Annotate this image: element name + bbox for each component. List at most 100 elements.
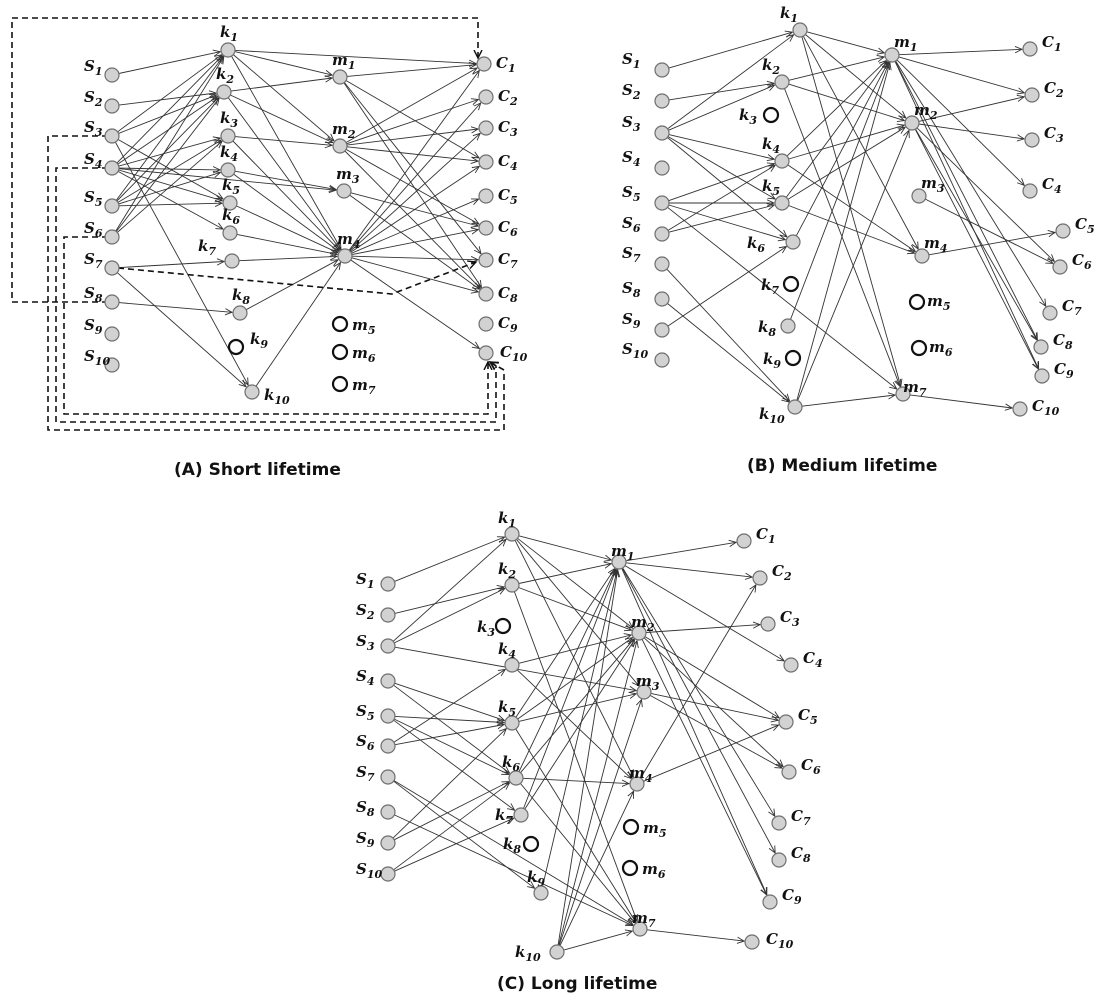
panel-b-node-k4 bbox=[774, 153, 790, 169]
label-symbol: C bbox=[498, 152, 510, 170]
panel-a-label-s2: S2 bbox=[84, 88, 103, 109]
label-symbol: S bbox=[622, 279, 633, 297]
panel-a-edge-m4-to-c3 bbox=[349, 133, 480, 252]
panel-c-node-s9 bbox=[380, 835, 396, 851]
panel-a-label-c9: C9 bbox=[498, 314, 518, 335]
dashed-route-s8-to-c1 bbox=[11, 17, 478, 303]
label-symbol: S bbox=[356, 829, 367, 847]
label-symbol: C bbox=[772, 562, 784, 580]
panel-a-edge-k1-to-c1 bbox=[234, 49, 476, 63]
label-symbol: C bbox=[1042, 175, 1054, 193]
panel-c-node-c1 bbox=[736, 533, 752, 549]
panel-b-label-s6: S6 bbox=[622, 214, 641, 235]
label-symbol: k bbox=[739, 106, 749, 124]
panel-a-nodes: S1S2S3S4S5S6S7S8S9S10k1k2k3k4k5k6k7k8k9k… bbox=[84, 23, 528, 407]
panel-a-edge-m2-to-c8 bbox=[344, 150, 481, 288]
panel-a-node-m1 bbox=[332, 69, 348, 85]
label-subscript: 10 bbox=[274, 394, 290, 407]
panel-a-node-k10 bbox=[244, 384, 260, 400]
label-symbol: m bbox=[631, 613, 647, 631]
panel-a-label-s5: S5 bbox=[84, 188, 103, 209]
panel-b-node-k5 bbox=[774, 195, 790, 211]
panel-c-edge-s1-to-k1 bbox=[394, 537, 505, 582]
panel-c-node-m3 bbox=[636, 684, 652, 700]
panel-b-node-c1 bbox=[1022, 41, 1038, 57]
panel-b-edge-s5-to-k6 bbox=[668, 204, 786, 240]
panel-b-node-m1 bbox=[884, 47, 900, 63]
label-subscript: 2 bbox=[509, 95, 518, 108]
panel-a-edge-s7-to-k10 bbox=[116, 272, 246, 387]
panel-a-label-s10: S10 bbox=[84, 347, 110, 368]
label-symbol: C bbox=[498, 250, 510, 268]
panel-c-node-m6 bbox=[621, 859, 639, 877]
panel-b-edge-s5-to-m7 bbox=[667, 206, 897, 389]
panel-c-label-m6: m6 bbox=[642, 860, 666, 881]
panel-c-label-k10: k10 bbox=[515, 943, 541, 964]
panel-a-edge-s4-to-k2 bbox=[117, 97, 218, 165]
panel-b-node-m3 bbox=[911, 188, 927, 204]
panel-c-node-s4 bbox=[380, 673, 396, 689]
label-subscript: 3 bbox=[95, 126, 103, 139]
label-subscript: 2 bbox=[225, 73, 234, 86]
panel-a-edge-s6-to-k3 bbox=[117, 141, 222, 233]
panel-b-edge-k4-to-m1 bbox=[786, 61, 886, 157]
panel-c-node-k8 bbox=[522, 835, 540, 853]
panel-c-edge-k6-to-m1 bbox=[518, 569, 616, 772]
label-subscript: 6 bbox=[945, 346, 953, 359]
panel-c-caption: (C) Long lifetime bbox=[497, 974, 657, 994]
panel-a-label-c5: C5 bbox=[498, 186, 518, 207]
panel-a-edge-m1-to-c4 bbox=[345, 80, 479, 159]
panel-b-label-c3: C3 bbox=[1044, 124, 1064, 145]
panel-b-label-k2: k2 bbox=[762, 56, 780, 77]
panel-c-label-c2: C2 bbox=[772, 562, 792, 583]
panel-a-node-c7 bbox=[478, 252, 494, 268]
panel-c-edge-m1-to-c1 bbox=[625, 542, 736, 562]
panel-c-edge-m2-to-c6 bbox=[643, 637, 783, 767]
label-subscript: 5 bbox=[508, 706, 516, 719]
panel-c-node-s10 bbox=[380, 866, 396, 882]
label-subscript: 6 bbox=[633, 222, 641, 235]
label-symbol: S bbox=[84, 284, 95, 302]
label-symbol: S bbox=[356, 601, 367, 619]
label-symbol: S bbox=[84, 347, 95, 365]
panel-b-node-s6 bbox=[654, 226, 670, 242]
panel-c-label-c10: C10 bbox=[766, 930, 794, 951]
label-symbol: m bbox=[352, 376, 368, 394]
panel-b-label-m2: m2 bbox=[914, 101, 938, 122]
panel-b-node-k8 bbox=[780, 318, 796, 334]
label-subscript: 4 bbox=[353, 238, 361, 251]
label-symbol: m bbox=[924, 234, 940, 252]
panel-b-label-c4: C4 bbox=[1042, 175, 1062, 196]
label-symbol: S bbox=[356, 763, 367, 781]
label-subscript: 1 bbox=[627, 550, 635, 563]
label-symbol: S bbox=[622, 113, 633, 131]
label-subscript: 4 bbox=[940, 242, 948, 255]
label-subscript: 3 bbox=[937, 182, 945, 195]
panel-a-edges bbox=[115, 50, 481, 386]
label-symbol: S bbox=[356, 702, 367, 720]
panel-b-edge-k4-to-m2 bbox=[788, 125, 905, 160]
panel-b-edge-k10-to-m1 bbox=[796, 63, 890, 401]
label-subscript: 4 bbox=[1054, 183, 1062, 196]
panel-c-edge-m1-to-c2 bbox=[625, 562, 752, 577]
panel-b-label-k3: k3 bbox=[739, 106, 757, 127]
panel-a-label-c7: C7 bbox=[498, 250, 518, 271]
panel-b-node-c9 bbox=[1034, 368, 1050, 384]
label-symbol: k bbox=[498, 509, 508, 527]
label-subscript: 1 bbox=[367, 578, 375, 591]
label-subscript: 1 bbox=[633, 58, 641, 71]
panel-b-edge-k5-to-m4 bbox=[788, 205, 915, 254]
panel-a-node-s1 bbox=[104, 67, 120, 83]
panel-a-edge-m4-to-c6 bbox=[351, 230, 478, 256]
label-symbol: S bbox=[84, 219, 95, 237]
panel-a-edge-s4-to-m3 bbox=[118, 168, 336, 191]
label-subscript: 8 bbox=[1065, 339, 1073, 352]
panel-a-edge-k2-to-m4 bbox=[227, 97, 340, 250]
panel-c-label-m7: m7 bbox=[632, 909, 656, 930]
panel-a-label-s1: S1 bbox=[84, 57, 103, 78]
label-subscript: 9 bbox=[367, 837, 375, 850]
panel-b-node-c2 bbox=[1024, 87, 1040, 103]
panel-c-node-k3 bbox=[494, 617, 512, 635]
panel-b-node-c8 bbox=[1033, 339, 1049, 355]
label-subscript: 10 bbox=[95, 355, 111, 368]
